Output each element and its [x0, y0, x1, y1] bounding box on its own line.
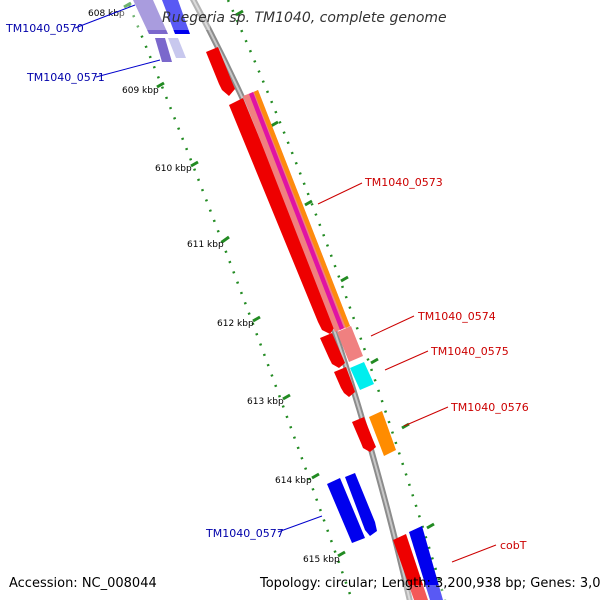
tick-611: [221, 235, 230, 244]
gene-tm1040-0574-red[interactable]: [320, 333, 345, 368]
genome-summary: Topology: circular; Length: 3,200,938 bp…: [259, 576, 600, 591]
outer-tick-1: [235, 9, 244, 17]
outer-tick-7: [426, 522, 435, 530]
map-title: Ruegeria sp. TM1040, complete genome: [162, 10, 447, 26]
tick-label-609: 609 kbp: [122, 86, 159, 96]
tick-615: [337, 550, 346, 558]
tick-609: [156, 81, 165, 89]
outer-tick-4: [340, 275, 349, 283]
tick-label-611: 611 kbp: [187, 240, 224, 250]
label-tm1040-0573[interactable]: TM1040_0573: [364, 176, 443, 189]
tick-610: [190, 160, 199, 168]
leader-tm1040-0573: [317, 182, 363, 205]
major-ticks: [123, 1, 346, 558]
leader-tm1040-0575: [384, 350, 429, 371]
tick-label-608: 608 kbp: [88, 9, 125, 19]
gene-tm1040-0576-red[interactable]: [352, 417, 376, 452]
gene-cobt-blue[interactable]: [409, 526, 443, 600]
outer-ticks: [235, 9, 435, 530]
gene-tm1040-0570-feature-b[interactable]: [162, 0, 190, 34]
label-cobt[interactable]: cobT: [500, 539, 527, 552]
gene-tm1040-0576-feature[interactable]: [369, 411, 396, 456]
leader-tm1040-0571: [95, 59, 161, 78]
outer-tick-5: [370, 357, 379, 365]
leader-tm1040-0577: [277, 515, 323, 533]
label-tm1040-0570[interactable]: TM1040_0570: [5, 22, 84, 35]
leader-tm1040-0570: [74, 4, 136, 29]
gene-tm1040-0575-feature[interactable]: [350, 362, 374, 390]
tick-label-610: 610 kbp: [155, 164, 192, 174]
label-tm1040-0574[interactable]: TM1040_0574: [417, 310, 496, 323]
gene-tm1040-0573-magenta: [249, 92, 344, 330]
reverse-gene-large[interactable]: [229, 98, 336, 334]
gene-tm1040-0570-feature[interactable]: [133, 0, 168, 34]
tick-613: [282, 393, 291, 401]
tick-label-613: 613 kbp: [247, 397, 284, 407]
tick-614: [311, 472, 320, 480]
leader-tm1040-0574: [370, 315, 415, 337]
tick-label-612: 612 kbp: [217, 319, 254, 329]
gene-tm1040-0573-orange: [254, 90, 350, 328]
genome-backbone-highlight: [192, 0, 411, 600]
leader-cobt: [451, 544, 497, 563]
gene-tm1040-0571-feature-b[interactable]: [168, 38, 186, 58]
genome-backbone: [189, 0, 413, 600]
gene-tm1040-0574-feature[interactable]: [337, 326, 363, 362]
tick-label-615: 615 kbp: [303, 555, 340, 565]
outer-tick-2: [270, 120, 279, 128]
label-tm1040-0575[interactable]: TM1040_0575: [430, 345, 509, 358]
tick-612: [252, 315, 261, 323]
leader-tm1040-0576: [403, 406, 449, 427]
label-tm1040-0577[interactable]: TM1040_0577: [205, 527, 284, 540]
accession-label: Accession: NC_008044: [9, 576, 157, 591]
label-tm1040-0571[interactable]: TM1040_0571: [26, 71, 105, 84]
tick-label-614: 614 kbp: [275, 476, 312, 486]
reverse-gene-small-top[interactable]: [206, 47, 235, 96]
bottom-fade: [380, 585, 460, 600]
label-tm1040-0576[interactable]: TM1040_0576: [450, 401, 529, 414]
gene-cobt-red[interactable]: [393, 534, 428, 600]
tick-608: [123, 1, 132, 9]
gene-tm1040-0575-red[interactable]: [334, 367, 355, 397]
gene-tm1040-0577-feature[interactable]: [327, 478, 365, 543]
outer-tick-3: [304, 199, 313, 207]
gene-tm1040-0571-feature[interactable]: [155, 38, 172, 62]
gene-tm1040-0577-feature-b[interactable]: [345, 473, 377, 536]
